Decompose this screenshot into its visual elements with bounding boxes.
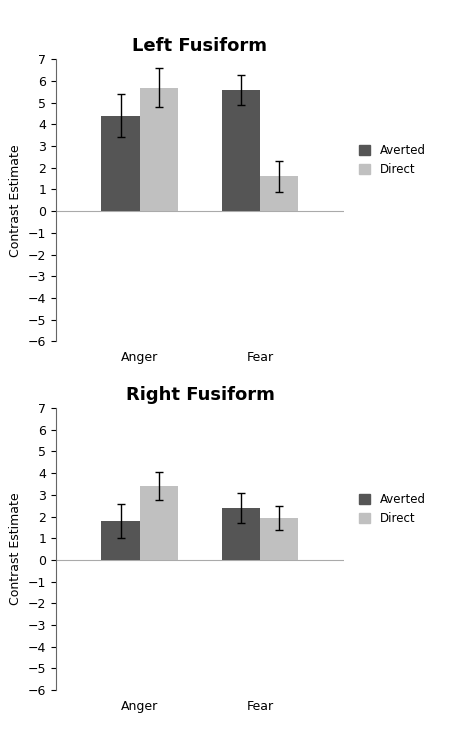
Bar bbox=[221, 508, 260, 560]
Y-axis label: Contrast Estimate: Contrast Estimate bbox=[9, 493, 22, 605]
Bar bbox=[260, 518, 299, 560]
Bar bbox=[140, 88, 178, 211]
Legend: Averted, Direct: Averted, Direct bbox=[359, 493, 426, 525]
Bar bbox=[101, 521, 140, 560]
Title: Left Fusiform: Left Fusiform bbox=[133, 37, 267, 55]
Title: Right Fusiform: Right Fusiform bbox=[126, 386, 274, 404]
Y-axis label: Contrast Estimate: Contrast Estimate bbox=[9, 144, 22, 257]
Bar bbox=[101, 116, 140, 211]
Bar bbox=[260, 177, 299, 211]
Bar bbox=[221, 90, 260, 211]
Bar bbox=[140, 486, 178, 560]
Legend: Averted, Direct: Averted, Direct bbox=[359, 144, 426, 176]
